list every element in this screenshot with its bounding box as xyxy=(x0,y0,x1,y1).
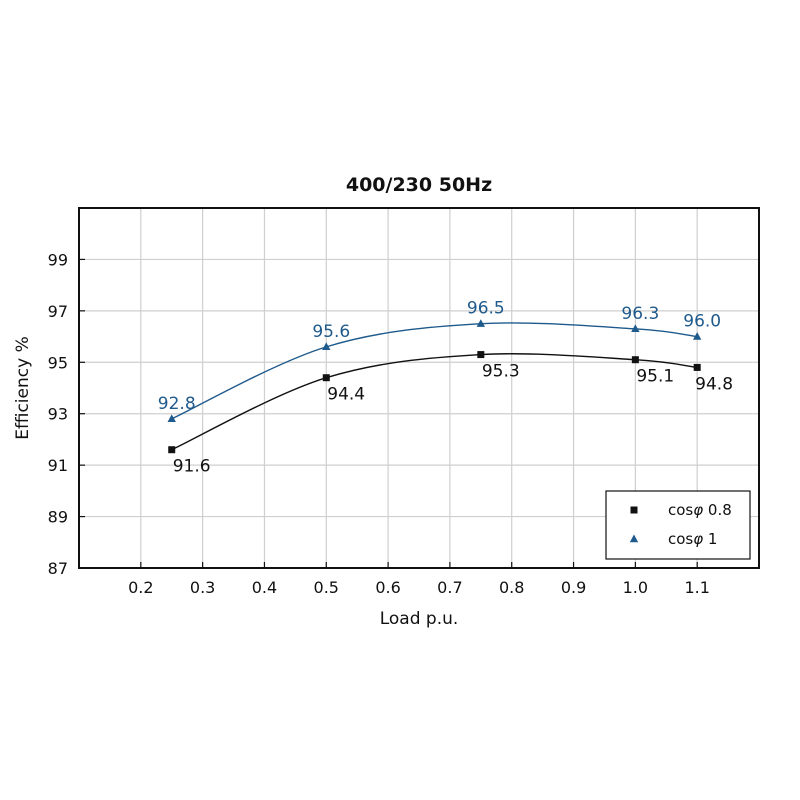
y-tick-label: 93 xyxy=(48,405,68,424)
data-label: 91.6 xyxy=(173,457,211,477)
data-label: 95.3 xyxy=(482,362,520,382)
y-tick-label: 99 xyxy=(48,250,68,269)
legend-label-suffix: 1 xyxy=(703,530,717,548)
data-point-square xyxy=(322,374,330,382)
legend-label: cosφ 0.8 xyxy=(668,501,732,519)
legend-triangle-icon xyxy=(629,534,639,543)
legend-label-prefix: cos xyxy=(668,501,693,519)
legend-label-symbol: φ xyxy=(693,501,703,519)
data-point-square xyxy=(631,356,639,364)
x-tick-label: 0.5 xyxy=(314,578,339,597)
x-tick-label: 0.4 xyxy=(252,578,277,597)
legend-square-icon xyxy=(630,506,638,514)
x-tick-label: 0.8 xyxy=(499,578,524,597)
x-tick-label: 0.3 xyxy=(190,578,215,597)
data-label: 95.6 xyxy=(312,322,350,342)
y-tick-label: 97 xyxy=(48,302,68,321)
series-markers xyxy=(167,319,702,454)
legend-label: cosφ 1 xyxy=(668,530,717,548)
x-tick-label: 0.9 xyxy=(561,578,586,597)
data-label: 95.1 xyxy=(636,367,674,387)
data-point-triangle xyxy=(631,324,640,333)
data-label: 96.3 xyxy=(621,304,659,324)
data-point-triangle xyxy=(167,414,176,423)
data-point-square xyxy=(693,363,701,371)
legend-label-suffix: 0.8 xyxy=(703,501,732,519)
data-point-triangle xyxy=(322,342,331,351)
data-label: 94.8 xyxy=(695,374,733,394)
y-tick-label: 87 xyxy=(48,559,68,578)
data-label: 96.0 xyxy=(683,312,721,332)
legend-label-symbol: φ xyxy=(693,530,703,548)
data-point-square xyxy=(168,446,176,454)
x-tick-label: 0.2 xyxy=(128,578,153,597)
chart-title: 400/230 50Hz xyxy=(346,174,492,196)
axis-ticks: 0.2 0.3 0.4 0.5 0.6 0.7 0.8 0.9 1.0 1.1 87 89 91 93 95… xyxy=(48,250,710,597)
data-label: 92.8 xyxy=(158,394,196,414)
data-point-square xyxy=(477,351,485,359)
y-tick-label: 91 xyxy=(48,456,68,475)
y-tick-label: 95 xyxy=(48,353,68,372)
data-point-triangle xyxy=(692,332,702,340)
y-axis-label: Efficiency % xyxy=(13,336,33,439)
legend-label-prefix: cos xyxy=(668,530,693,548)
x-tick-label: 1.1 xyxy=(684,578,709,597)
legend-box xyxy=(605,490,751,560)
data-label: 96.5 xyxy=(467,299,505,319)
plot-frame xyxy=(78,207,760,569)
data-point-triangle xyxy=(476,319,486,327)
data-label: 94.4 xyxy=(327,385,365,405)
x-tick-label: 0.7 xyxy=(437,578,462,597)
x-tick-label: 1.0 xyxy=(623,578,648,597)
y-tick-label: 89 xyxy=(48,508,68,527)
x-axis-label: Load p.u. xyxy=(380,609,459,629)
data-labels: 91.6 94.4 95.3 95.1 94.8 92.8 95.6 96.5 96.3 96.0 xyxy=(158,299,733,477)
x-tick-label: 0.6 xyxy=(375,578,400,597)
